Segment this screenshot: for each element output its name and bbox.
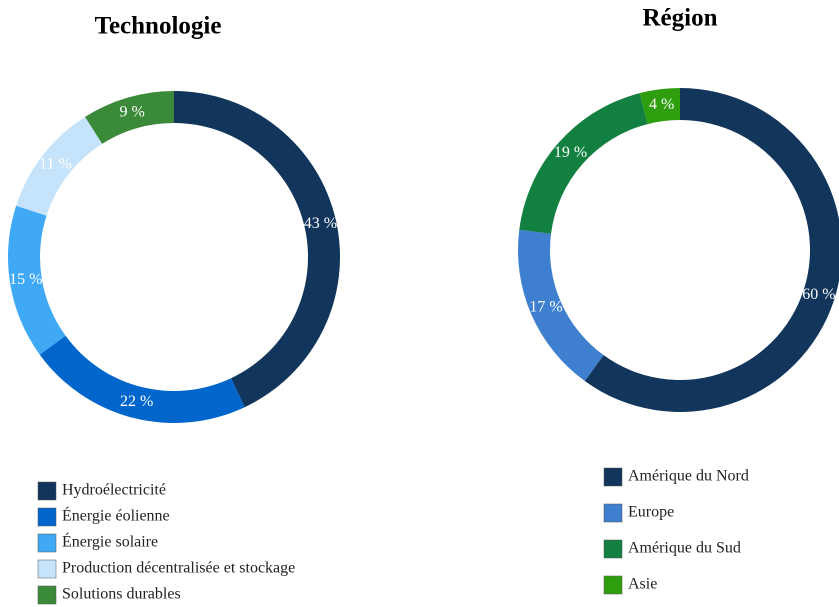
slice (85, 91, 174, 144)
slice (174, 91, 340, 408)
value-label: 4 % (649, 96, 674, 113)
slice (39, 335, 245, 424)
legend-swatch (603, 575, 623, 595)
slice (639, 88, 680, 125)
legend-swatch (37, 585, 57, 605)
value-label: 43 % (304, 215, 337, 232)
value-label: 17 % (529, 299, 562, 316)
value-label: 9 % (119, 104, 144, 121)
legend-label: Production décentralisée et stockage (62, 560, 295, 577)
legend-swatch (603, 503, 623, 523)
legend-label: Asie (628, 576, 657, 593)
legend-label: Énergie solaire (62, 532, 158, 551)
chart-title: Technologie (95, 13, 222, 40)
legend-swatch (37, 533, 57, 553)
slice (584, 88, 839, 412)
legend-swatch (37, 507, 57, 527)
legend-swatch (37, 559, 57, 579)
legend-label: Amérique du Nord (628, 468, 749, 485)
slice (519, 93, 648, 234)
value-label: 60 % (802, 286, 835, 303)
value-label: 22 % (120, 393, 153, 410)
value-label: 15 % (9, 271, 42, 288)
legend-swatch (37, 481, 57, 501)
slice (517, 229, 604, 382)
legend-swatch (603, 467, 623, 487)
legend-label: Hydroélectricité (62, 482, 166, 499)
slice (7, 205, 66, 355)
legend-label: Énergie éolienne (62, 506, 170, 525)
legend-label: Amérique du Sud (628, 540, 741, 557)
legend-label: Europe (628, 504, 674, 521)
chart-title: Région (643, 5, 718, 32)
slice (16, 116, 103, 216)
legend-label: Solutions durables (62, 586, 181, 603)
value-label: 11 % (39, 156, 72, 173)
value-label: 19 % (554, 144, 587, 161)
legend-swatch (603, 539, 623, 559)
